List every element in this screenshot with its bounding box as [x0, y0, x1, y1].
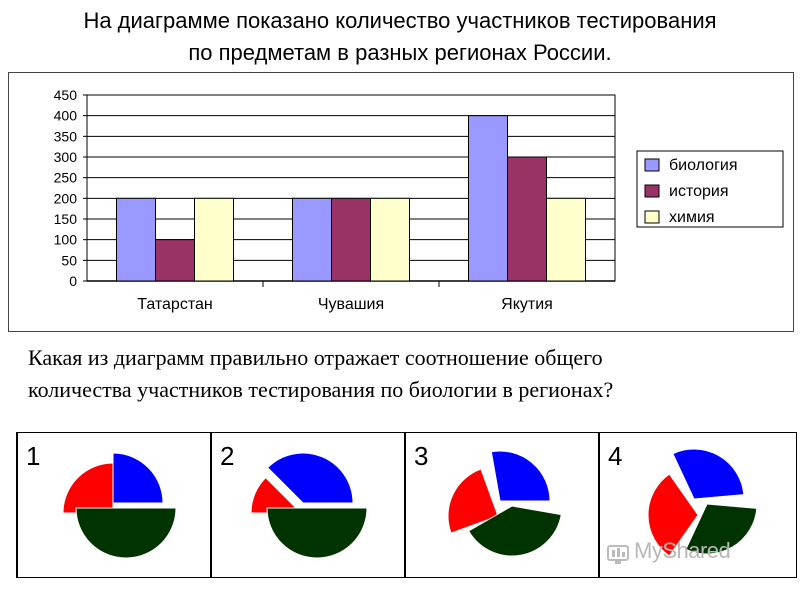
- answer-option-4[interactable]: 4: [598, 433, 796, 577]
- pie-chart-option-4: [647, 448, 758, 557]
- y-tick-label: 100: [54, 232, 78, 248]
- legend-swatch: [644, 158, 660, 172]
- pie-slice: [266, 452, 354, 504]
- bar-история-Чувашия: [331, 197, 371, 282]
- pie-slice: [75, 507, 177, 559]
- bar-биология-Чувашия: [292, 197, 332, 282]
- legend-swatch: [644, 184, 660, 198]
- answer-options: 1 2 3 4: [16, 432, 797, 578]
- pie-slice: [266, 507, 368, 559]
- bar-история-Татарстан: [155, 239, 195, 282]
- y-tick-label: 250: [54, 170, 78, 186]
- pie-chart-option-2: [250, 452, 368, 559]
- y-tick-label: 350: [54, 128, 78, 144]
- bar-биология-Якутия: [468, 115, 508, 282]
- legend: [636, 150, 784, 228]
- question-text: Какая из диаграмм правильно отражает соо…: [28, 342, 788, 406]
- bar-chart: 0 50 100 150 200 250 300 350 400 450 Татарстан Чува…: [54, 87, 784, 313]
- option-number: 3: [414, 441, 429, 471]
- y-tick-label: 200: [54, 190, 78, 206]
- page-title-line-2: по предметам в разных регионах России.: [188, 40, 612, 65]
- pie-slice: [490, 450, 551, 502]
- legend-swatch: [644, 210, 660, 224]
- answer-option-2[interactable]: 2: [210, 433, 404, 577]
- pie-chart-option-3: [447, 450, 562, 557]
- watermark-text: MyShared: [634, 538, 731, 563]
- bar-химия-Татарстан: [194, 197, 234, 282]
- question-line-2: количества участников тестирования по би…: [28, 377, 614, 402]
- x-tick-label: Якутия: [501, 296, 553, 313]
- answer-option-3[interactable]: 3: [404, 433, 598, 577]
- pie-chart-option-1: [62, 452, 177, 559]
- pie-slice: [250, 476, 303, 514]
- bar-химия-Чувашия: [370, 197, 410, 282]
- pie-slice: [112, 452, 164, 504]
- pie-slice: [62, 462, 114, 514]
- pie-slice: [647, 473, 699, 557]
- legend-label: история: [669, 183, 728, 200]
- page-title-line-1: На диаграмме показано количество участни…: [83, 8, 717, 33]
- answer-option-1[interactable]: 1: [18, 433, 210, 577]
- option-number: 4: [608, 441, 623, 471]
- pie-slice: [685, 503, 758, 555]
- option-number: 2: [220, 441, 235, 471]
- x-tick-label: Чувашия: [318, 296, 384, 313]
- y-tick-label: 0: [69, 273, 77, 289]
- y-tick-label: 150: [54, 211, 78, 227]
- question-line-1: Какая из диаграмм правильно отражает соо…: [28, 345, 603, 370]
- pie-slice: [468, 505, 562, 557]
- y-tick-label: 450: [54, 87, 78, 103]
- legend-label: биология: [669, 157, 738, 174]
- option-number: 1: [26, 441, 41, 471]
- bar-chart-frame: 0 50 100 150 200 250 300 350 400 450 Татарстан Чува…: [8, 72, 794, 332]
- x-tick-label: Татарстан: [137, 296, 212, 313]
- legend-label: химия: [669, 209, 715, 226]
- y-tick-label: 300: [54, 149, 78, 165]
- pie-slice: [672, 448, 745, 500]
- watermark-logo-icon: [607, 545, 629, 564]
- bar-химия-Якутия: [546, 197, 586, 282]
- bar-биология-Татарстан: [116, 197, 156, 282]
- y-tick-label: 400: [54, 108, 78, 124]
- pie-slice: [447, 468, 499, 534]
- bar-история-Якутия: [507, 156, 547, 282]
- y-tick-label: 50: [61, 252, 77, 268]
